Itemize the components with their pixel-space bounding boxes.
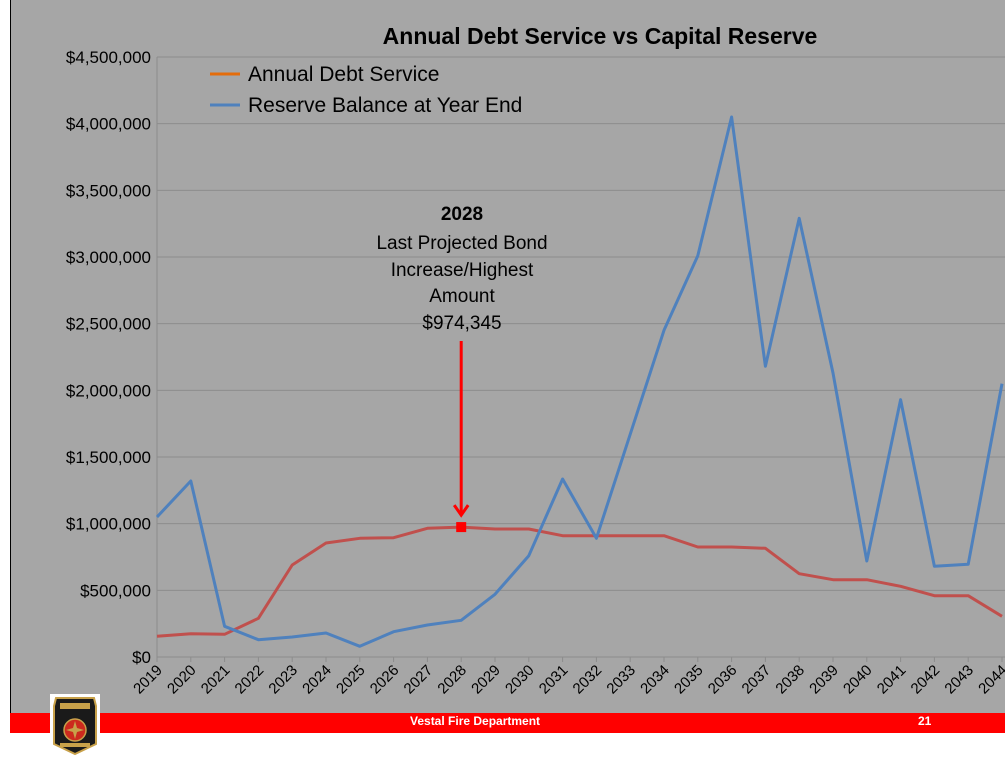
y-tick-label: $1,000,000 — [66, 515, 151, 534]
y-axis-ticks: $0 $500,000 $1,000,000 $1,500,000 $2,000,000… — [66, 48, 151, 667]
y-tick-label: $4,500,000 — [66, 48, 151, 67]
x-tick-label: 2029 — [468, 662, 504, 698]
x-tick-label: 2019 — [130, 662, 166, 698]
annotation-line-1: Last Projected Bond — [376, 233, 547, 254]
x-tick-label: 2030 — [502, 662, 538, 698]
x-tick-label: 2043 — [941, 662, 977, 698]
vestal-fire-badge-icon — [50, 694, 100, 756]
x-tick-label: 2034 — [637, 662, 673, 698]
x-tick-label: 2028 — [434, 662, 470, 698]
annotation-year: 2028 — [441, 204, 483, 225]
x-tick-label: 2031 — [536, 662, 572, 698]
gridlines — [157, 57, 1005, 662]
legend: Annual Debt Service Reserve Balance at Y… — [210, 63, 522, 117]
x-tick-label: 2020 — [164, 662, 200, 698]
annotation-line-4: $974,345 — [422, 313, 501, 334]
x-tick-label: 2027 — [401, 662, 437, 698]
annotation-marker — [456, 522, 466, 532]
x-tick-label: 2042 — [908, 662, 944, 698]
y-tick-label: $1,500,000 — [66, 448, 151, 467]
x-tick-label: 2026 — [367, 662, 403, 698]
legend-label-debt: Annual Debt Service — [248, 63, 439, 86]
y-tick-label: $4,000,000 — [66, 115, 151, 134]
series-lines — [157, 117, 1002, 647]
x-tick-label: 2025 — [333, 662, 369, 698]
annotation: 2028 Last Projected Bond Increase/Highes… — [376, 204, 547, 532]
annotation-line-2: Increase/Highest — [391, 260, 534, 281]
y-tick-label: $3,000,000 — [66, 248, 151, 267]
y-tick-label: $500,000 — [80, 581, 151, 600]
footer-strip — [10, 733, 1005, 759]
footer-organization: Vestal Fire Department — [410, 714, 540, 728]
x-tick-label: 2032 — [570, 662, 606, 698]
series-line-reserve-balance — [157, 117, 1002, 646]
x-tick-label: 2041 — [874, 662, 910, 698]
x-tick-label: 2033 — [603, 662, 639, 698]
legend-label-reserve: Reserve Balance at Year End — [248, 94, 522, 117]
page-number: 21 — [918, 714, 931, 728]
x-tick-label: 2037 — [739, 662, 775, 698]
y-tick-label: $3,500,000 — [66, 181, 151, 200]
series-line-debt-service — [157, 527, 1002, 636]
x-tick-label: 2039 — [806, 662, 842, 698]
x-tick-label: 2021 — [198, 662, 234, 698]
y-tick-label: $2,000,000 — [66, 381, 151, 400]
x-tick-label: 2040 — [840, 662, 876, 698]
x-tick-label: 2022 — [232, 662, 268, 698]
chart-title: Annual Debt Service vs Capital Reserve — [383, 23, 818, 49]
annotation-line-3: Amount — [429, 286, 495, 307]
annotation-arrow — [454, 341, 468, 532]
y-tick-label: $2,500,000 — [66, 315, 151, 334]
x-tick-label: 2038 — [772, 662, 808, 698]
x-tick-label: 2035 — [671, 662, 707, 698]
x-tick-label: 2044 — [975, 662, 1005, 698]
x-tick-label: 2024 — [299, 662, 335, 698]
x-axis-ticks: 2019202020212022202320242025202620272028… — [130, 662, 1005, 698]
x-tick-label: 2023 — [265, 662, 301, 698]
y-tick-label: $0 — [132, 648, 151, 667]
x-tick-label: 2036 — [705, 662, 741, 698]
